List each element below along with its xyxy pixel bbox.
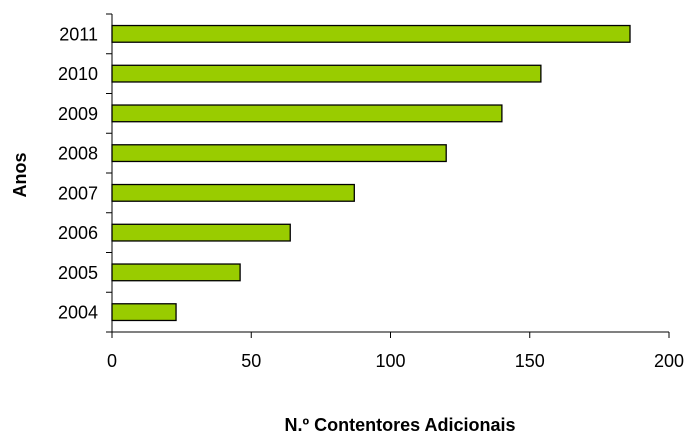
y-tick-label-2008: 2008	[58, 144, 98, 164]
y-tick-label-2009: 2009	[58, 104, 98, 124]
bar-2004	[111, 303, 177, 322]
y-tick-label-2010: 2010	[58, 64, 98, 84]
bar-2005	[111, 263, 241, 282]
y-tick-label-2011: 2011	[59, 24, 98, 44]
bar-2010	[111, 64, 542, 83]
y-ticks-group: 2004 2005 2006 2007 2008 2009 2010 2011	[58, 13, 112, 333]
y-tick-label-2004: 2004	[58, 303, 98, 323]
y-tick-label-2007: 2007	[58, 183, 98, 203]
bar-2011	[111, 24, 631, 43]
x-tick-label-150: 150	[515, 351, 545, 371]
x-tick-label-100: 100	[375, 351, 405, 371]
bar-2008	[111, 144, 447, 163]
y-tick-label-2005: 2005	[58, 263, 98, 283]
x-tick-label-50: 50	[241, 351, 261, 371]
bar-2009	[111, 104, 503, 123]
x-axis-title: N.º Contentores Adicionais	[285, 415, 516, 435]
axes-group	[111, 14, 669, 333]
y-axis-title: Anos	[10, 153, 30, 198]
x-tick-label-0: 0	[107, 351, 117, 371]
y-tick-label-2006: 2006	[58, 223, 98, 243]
bar-2006	[111, 223, 291, 242]
bars-group	[111, 24, 631, 322]
x-tick-label-200: 200	[654, 351, 684, 371]
bar-2007	[111, 183, 355, 202]
x-ticks-group: 0 50 100 150 200	[107, 332, 684, 371]
